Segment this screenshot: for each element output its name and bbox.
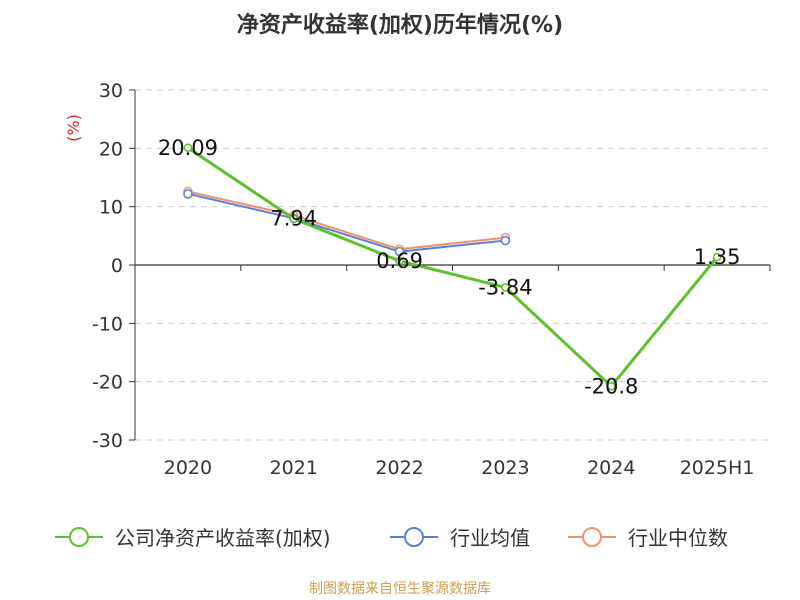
y-tick-label: 30 [99,80,123,102]
series-point-0 [183,143,193,153]
series-point-0 [289,214,298,223]
data-label: 7.94 [270,207,317,231]
data-label: 20.09 [158,136,218,160]
legend-item[interactable]: 公司净资产收益率(加权) [55,526,331,550]
series-line-1 [187,192,506,253]
data-labels: 20.09 7.94 0.69 -3.84 -20.8 1.35 [158,136,741,399]
x-tick-label: 2025H1 [680,457,755,479]
x-tick-label: 2023 [481,457,529,479]
series-point-0 [712,252,722,262]
series-point-0 [501,283,510,292]
data-label: 0.69 [376,249,423,273]
legend-item[interactable]: 行业中位数 [568,526,728,550]
legend-item[interactable]: 行业均值 [390,526,530,550]
series-point-0 [395,256,404,266]
series-line-2 [187,190,506,251]
x-tick-label: 2024 [587,457,635,479]
data-label: -20.8 [584,374,638,398]
y-tick-label: 0 [111,255,123,277]
series-lines [183,143,722,391]
y-tick-label: 10 [99,197,123,219]
y-tick-label: -20 [92,372,123,394]
axes: 30 20 10 0 -10 -20 -30 2020 2021 2022 2023 2024 2025… [64,80,771,479]
legend-label: 行业中位数 [628,526,728,550]
legend-marker [69,527,89,547]
series-point-1 [394,246,405,257]
y-tick-label: -30 [92,430,123,452]
chart-title: 净资产收益率(加权)历年情况(%) [236,13,564,38]
legend-marker [582,527,602,547]
data-label: -3.84 [478,275,532,299]
legend[interactable]: 公司净资产收益率(加权) 行业均值 行业中位数 [55,526,728,550]
source-note: 制图数据来自恒生聚源数据库 [309,581,491,597]
series-point-1 [500,235,511,246]
y-tick-label: 20 [99,138,123,160]
x-tick-label: 2022 [375,457,423,479]
x-tick-label: 2021 [270,457,318,479]
x-tick-label: 2020 [164,457,212,479]
legend-label: 行业均值 [450,526,530,550]
data-label: 1.35 [694,245,741,269]
series-point-0 [607,382,616,391]
legend-marker [404,527,424,547]
legend-label: 公司净资产收益率(加权) [115,526,331,550]
y-tick-label: -10 [92,313,123,335]
series-line-0 [187,146,719,388]
series-point-1 [183,189,193,199]
y-axis-label: (%) [64,114,83,142]
